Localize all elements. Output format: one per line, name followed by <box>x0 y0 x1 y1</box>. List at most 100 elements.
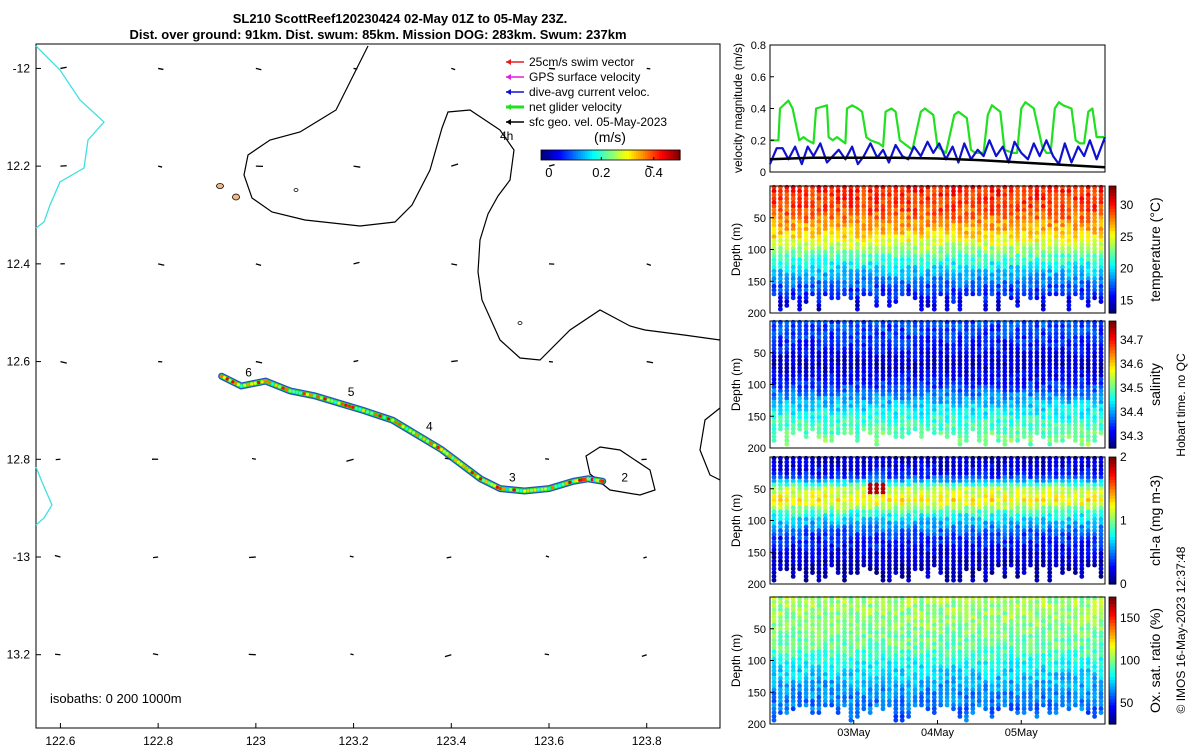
title-line-1: SL210 ScottReef120230424 02-May 01Z to 0… <box>233 11 568 26</box>
track-point <box>264 380 267 383</box>
track-point <box>254 382 257 385</box>
section-data-point <box>919 566 924 571</box>
section-data-point <box>932 430 937 435</box>
section-data-point <box>970 578 975 583</box>
track-point <box>445 452 448 455</box>
geo-velocity-arrow <box>158 166 162 167</box>
section-colorbar-tick-label: 34.7 <box>1120 333 1144 347</box>
track-point <box>250 382 253 385</box>
section-data-point <box>900 434 905 439</box>
section-y-tick-label: 100 <box>748 380 766 392</box>
track-point <box>366 410 369 413</box>
track-point <box>295 391 298 394</box>
waypoint-label: 5 <box>348 385 355 399</box>
track-point <box>288 389 291 392</box>
waypoint-label: 2 <box>621 471 628 485</box>
track-point <box>383 416 386 419</box>
section-data-point <box>842 578 847 583</box>
track-point <box>533 488 536 491</box>
track-point <box>220 375 223 378</box>
track-point <box>330 399 333 402</box>
track-point <box>234 382 237 385</box>
track-point <box>274 384 277 387</box>
section-data-point <box>913 295 918 300</box>
section-data-point <box>932 563 937 568</box>
section-colorbar-tick-label: 34.5 <box>1120 381 1144 395</box>
track-point <box>223 376 226 379</box>
section-data-point <box>1079 295 1084 300</box>
section-data-point <box>842 292 847 297</box>
section-data-point <box>810 570 815 575</box>
section-data-point <box>1054 438 1059 443</box>
section-data-point <box>849 570 854 575</box>
track-point <box>341 403 344 406</box>
track-point <box>231 380 234 383</box>
section-colorbar-tick-label: 20 <box>1120 262 1134 276</box>
section-data-point <box>900 292 905 297</box>
section-y-tick-label: 150 <box>748 411 766 423</box>
track-point <box>558 484 561 487</box>
section-data-point <box>983 307 988 312</box>
section-data-point <box>1035 578 1040 583</box>
velocity-y-tick-label: 0.8 <box>751 40 766 52</box>
track-point <box>337 402 340 405</box>
track-point <box>540 488 543 491</box>
section-data-point <box>772 578 777 583</box>
track-point <box>471 471 474 474</box>
section-data-point <box>938 570 943 575</box>
section-data-point <box>1035 430 1040 435</box>
section-data-point <box>855 438 860 443</box>
map-x-tick-label: 122.6 <box>45 734 75 748</box>
section-data-point <box>797 427 802 432</box>
track-point <box>419 435 422 438</box>
section-data-point <box>829 563 834 568</box>
section-data-point <box>861 563 866 568</box>
map-x-tick-label: 123 <box>246 734 266 748</box>
section-data-point <box>958 307 963 312</box>
track-point <box>506 488 509 491</box>
reef-islet <box>217 184 224 189</box>
track-point <box>519 489 522 492</box>
section-data-point <box>1002 292 1007 297</box>
section-data-point <box>906 430 911 435</box>
track-point <box>487 481 490 484</box>
section-data-point <box>817 578 822 583</box>
track-point <box>402 425 405 428</box>
section-data-point <box>906 292 911 297</box>
track-point <box>429 442 432 445</box>
track-point <box>537 488 540 491</box>
map-y-tick-label: 12.6 <box>7 355 31 369</box>
track-point <box>479 477 482 480</box>
track-point <box>351 406 354 409</box>
track-point <box>348 405 351 408</box>
track-point <box>355 407 358 410</box>
track-point <box>320 396 323 399</box>
section-data-point <box>951 578 956 583</box>
track-point <box>306 393 309 396</box>
section-data-point <box>1015 303 1020 308</box>
section-y-tick-label: 200 <box>748 443 766 455</box>
section-data-point <box>855 570 860 575</box>
velocity-y-tick-label: 0.2 <box>751 135 766 147</box>
section-data-point <box>881 430 886 435</box>
section-data-point <box>868 566 873 571</box>
track-point <box>493 484 496 487</box>
map-x-tick-label: 123.6 <box>534 734 564 748</box>
map-y-tick-label: 12.2 <box>7 159 31 173</box>
track-point <box>370 412 373 415</box>
section-data-point <box>970 427 975 432</box>
track-point <box>440 448 443 451</box>
section-data-point <box>964 566 969 571</box>
track-point <box>482 479 485 482</box>
section-y-tick-label: 200 <box>748 308 766 320</box>
track-point <box>299 391 302 394</box>
track-point <box>485 480 488 483</box>
track-point <box>358 408 361 411</box>
section-data-point <box>868 292 873 297</box>
section-data-point <box>817 307 822 312</box>
section-data-point <box>977 566 982 571</box>
track-point <box>554 485 557 488</box>
section-data-point <box>900 574 905 579</box>
